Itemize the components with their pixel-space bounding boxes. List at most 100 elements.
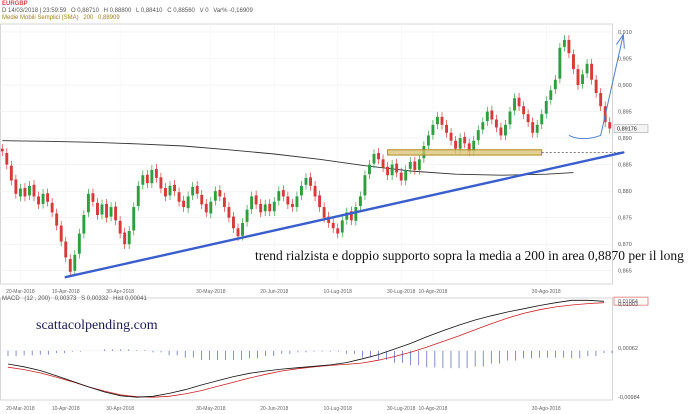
candle-body — [164, 187, 167, 197]
candle-body — [436, 116, 439, 125]
candle-body — [395, 163, 399, 173]
candle-body — [109, 207, 113, 217]
candle-body — [349, 211, 353, 221]
candle-body — [241, 222, 244, 236]
price-x-tick-label: 20-Jun-2018 — [260, 289, 288, 295]
candle-body — [449, 132, 453, 141]
candle-body — [127, 230, 131, 245]
sma-label: Medie Mobili Semplici (SMA) — [2, 15, 79, 21]
candle-body — [408, 161, 412, 169]
candle-body — [186, 196, 190, 209]
uptrend-line — [64, 151, 625, 279]
candle-body — [86, 193, 90, 213]
candle-body — [417, 159, 421, 170]
candle-body — [345, 212, 349, 220]
ohlc-readout: D 14/03/2018 | 23:59:59 O 0,88710 H 0,88… — [2, 8, 256, 15]
candle-body — [159, 177, 163, 189]
candle-body — [290, 203, 294, 208]
candle-body — [50, 202, 54, 213]
candle-body — [540, 114, 544, 125]
macd-tick-label: -0,00984 — [618, 395, 640, 401]
candle-body — [28, 185, 31, 196]
candle-body — [254, 195, 258, 205]
candle-body — [386, 166, 390, 176]
candle-body — [608, 122, 612, 129]
candle-body — [309, 177, 312, 186]
candle-body — [123, 232, 127, 245]
price-x-tick-label: 30-Ago-2018 — [532, 289, 561, 295]
candle-body — [218, 190, 222, 197]
candle-body — [336, 228, 340, 234]
candle-body — [105, 203, 108, 218]
macd-value-box — [613, 296, 649, 306]
price-tick-label: 0,890 — [618, 136, 632, 142]
macd-x-tick-label: 10-Apr-2018 — [52, 406, 80, 412]
candle-body — [114, 206, 118, 221]
candle-body — [467, 143, 471, 152]
sma-value: 0,88909 — [98, 15, 120, 21]
candle-body — [513, 98, 516, 111]
candle-body — [481, 122, 485, 130]
candle-body — [173, 184, 176, 192]
candle-body — [340, 220, 344, 233]
macd-x-tick-label: 30-Lug-2018 — [387, 406, 416, 412]
candle-body — [150, 169, 154, 184]
candle-body — [250, 196, 254, 210]
candle-body — [304, 177, 308, 185]
candle-body — [132, 207, 136, 231]
price-tick-label: 0,905 — [618, 56, 632, 62]
macd-tick-label: 0,00062 — [618, 346, 638, 352]
candle-body — [182, 200, 186, 208]
low-value: L 0,88410 — [136, 8, 163, 14]
macd-x-tick-label: 20-Mar-2018 — [6, 406, 35, 412]
candle-body — [41, 193, 45, 204]
candle-body — [0, 148, 4, 152]
watermark: scattacolpending.com — [36, 318, 158, 333]
macd-line — [7, 302, 605, 398]
candle-body — [82, 215, 86, 234]
macd-tick-label: 0,01003 — [618, 302, 638, 308]
candle-body — [272, 201, 276, 212]
last-price-box — [613, 124, 649, 133]
candle-body — [445, 124, 448, 133]
price-tick-label: 0,910 — [618, 30, 632, 36]
price-tick-label: 0,880 — [618, 189, 632, 195]
candle-body — [64, 241, 68, 258]
candle-body — [590, 63, 594, 80]
candle-body — [535, 124, 539, 133]
candle-body — [227, 207, 231, 218]
price-tick-label: 0,885 — [618, 163, 632, 169]
price-x-tick-label: 10-Lug-2018 — [324, 289, 353, 295]
candle-body — [318, 195, 322, 208]
candle-body — [426, 135, 430, 146]
candle-body — [286, 196, 290, 205]
candle-body — [46, 193, 50, 202]
candle-body — [263, 204, 267, 212]
candle-body — [141, 175, 145, 185]
candle-body — [526, 114, 530, 123]
candle-body — [204, 203, 208, 213]
macd-x-tick-label: 20-Jun-2018 — [260, 406, 288, 412]
candle-body — [68, 259, 72, 272]
candle-body — [490, 110, 494, 120]
candle-body — [300, 185, 303, 196]
candle-body — [32, 184, 36, 197]
candle-body — [195, 185, 199, 194]
datetime-value: D 14/03/2018 | 23:59:59 — [2, 8, 67, 14]
price-tick-label: 0,895 — [618, 110, 632, 116]
candle-body — [585, 63, 589, 74]
candle-body — [553, 79, 557, 90]
candle-body — [59, 225, 63, 242]
candle-body — [562, 39, 566, 47]
forecast-arrowhead — [615, 33, 625, 49]
candle-body — [463, 137, 467, 144]
price-x-tick-label: 30-Lug-2018 — [387, 289, 416, 295]
macd-params: (12 , 200) — [24, 296, 51, 302]
change-value: Var% -0,16909 — [213, 8, 253, 14]
price-x-tick-label: 30-Apr-2018 — [106, 289, 134, 295]
sma200-line — [2, 140, 574, 176]
macd-x-tick-label: 30-May-2018 — [196, 406, 226, 412]
candle-body — [522, 106, 526, 115]
candle-body — [313, 185, 317, 197]
candle-body — [177, 192, 181, 202]
